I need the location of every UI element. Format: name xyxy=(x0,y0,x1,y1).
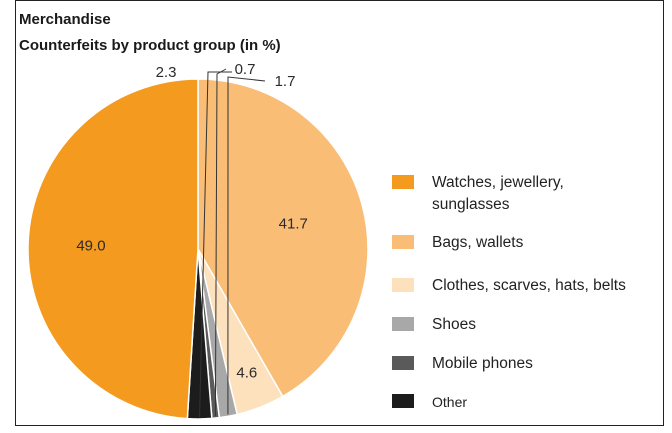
legend-label: Shoes xyxy=(432,316,476,333)
slice-value-label: 41.7 xyxy=(279,216,308,233)
pie-slice-bags-wallets xyxy=(197,78,369,398)
leader-line xyxy=(227,76,266,415)
legend-label: Watches, jewellery, sunglasses xyxy=(432,174,564,213)
slice-value-label: 2.3 xyxy=(156,64,177,81)
slice-value-label: 0.7 xyxy=(235,61,256,78)
legend-swatch xyxy=(392,175,414,189)
legend-swatch xyxy=(392,235,414,249)
legend-label: Mobile phones xyxy=(432,355,533,372)
slice-value-label: 49.0 xyxy=(76,238,105,255)
legend-swatch xyxy=(392,356,414,370)
chart-subtitle: Counterfeits by product group (in %) xyxy=(19,37,281,54)
legend-swatch xyxy=(392,394,414,408)
slice-value-label: 4.6 xyxy=(236,364,257,381)
pie-slice-watches-jewellery-sunglasses xyxy=(27,78,199,420)
legend-swatch xyxy=(392,317,414,331)
leader-line xyxy=(214,68,227,417)
leader-line xyxy=(199,71,232,418)
legend-swatch xyxy=(392,278,414,292)
legend-label: Clothes, scarves, hats, belts xyxy=(432,277,626,294)
chart-title: Merchandise xyxy=(19,11,111,28)
slice-value-label: 1.7 xyxy=(275,73,296,90)
legend-label: Bags, wallets xyxy=(432,234,524,251)
legend-label: Other xyxy=(432,394,468,410)
